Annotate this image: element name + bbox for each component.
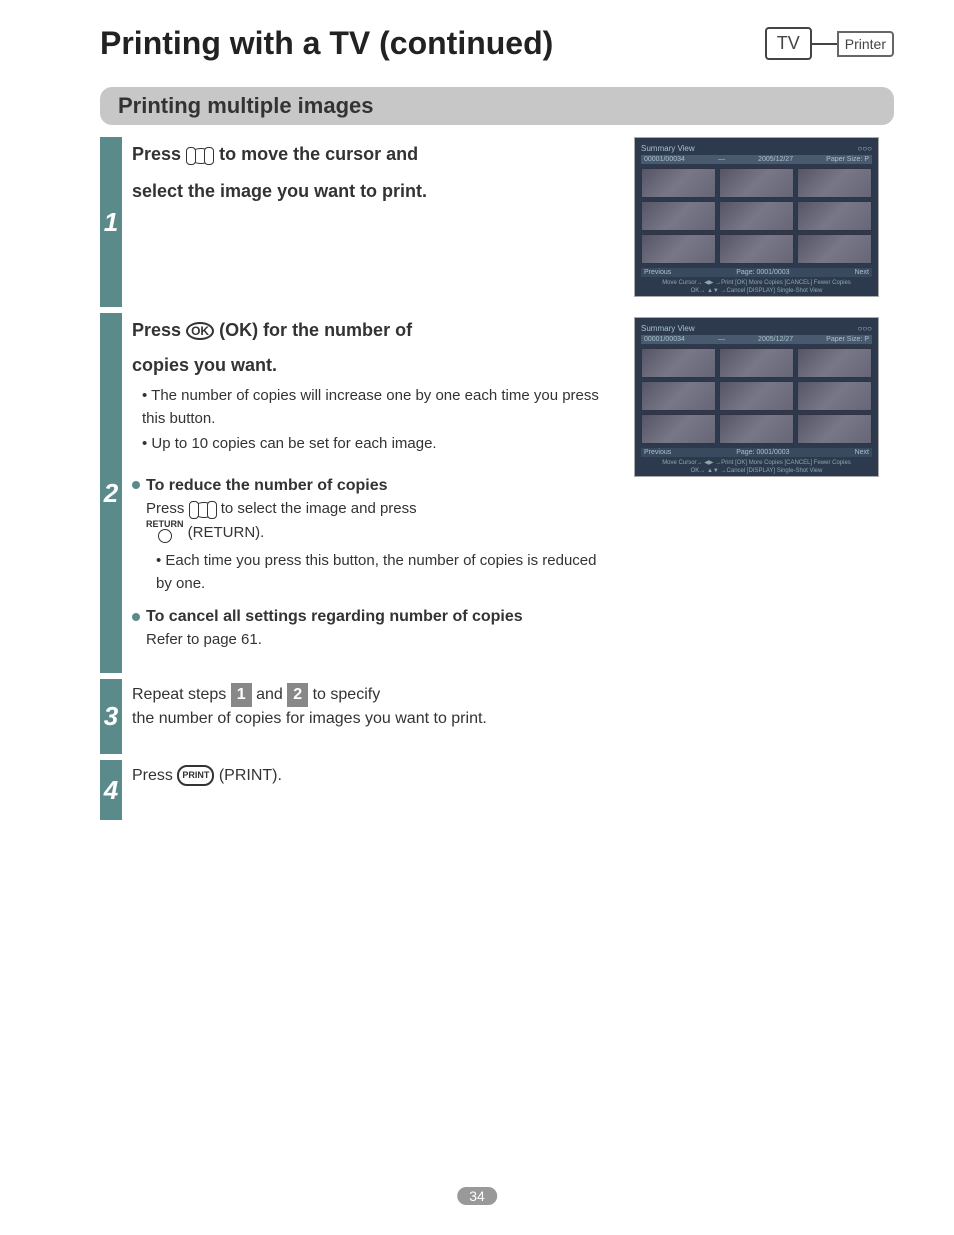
page-header: Printing with a TV (continued) TV Printe… <box>100 25 894 62</box>
dpad-icon <box>189 498 217 520</box>
text: to move the cursor and <box>219 144 418 164</box>
page-number: 34 <box>457 1187 497 1205</box>
tv-thumbnail-grid <box>641 168 872 264</box>
tv-counter: 00001/00034 <box>644 156 685 163</box>
thumbnail <box>641 201 716 231</box>
tv-counter: 00001/00034 <box>644 336 685 343</box>
text: Repeat steps <box>132 686 226 703</box>
thumbnail <box>797 168 872 198</box>
tv-next: Next <box>855 449 869 456</box>
bullet-item: Up to 10 copies can be set for each imag… <box>142 433 614 456</box>
tv-footer-line: OK→ ▲▼ →Cancel [DISPLAY] Single-Shot Vie… <box>641 288 872 296</box>
text: and <box>256 686 283 703</box>
thumbnail <box>641 381 716 411</box>
inline-step-ref: 1 <box>231 683 252 707</box>
thumbnail <box>797 234 872 264</box>
tv-icons-placeholder: ○○○ <box>858 324 873 333</box>
text: (PRINT). <box>219 767 282 784</box>
tv-printer-diagram: TV Printer <box>765 27 894 60</box>
inline-step-ref: 2 <box>287 683 308 707</box>
thumbnail <box>641 348 716 378</box>
thumbnail <box>719 348 794 378</box>
page-title: Printing with a TV (continued) <box>100 25 553 62</box>
step-number-bar: 4 <box>100 760 122 820</box>
thumbnail <box>719 201 794 231</box>
return-icon: RETURN <box>146 520 184 546</box>
text: select the image you want to print. <box>132 178 427 205</box>
text: Press <box>146 500 184 517</box>
thumbnail <box>641 168 716 198</box>
text: Refer to page 61. <box>146 629 614 652</box>
text: to select the image and press <box>221 500 417 517</box>
step-number: 3 <box>104 701 118 732</box>
tv-thumbnail-grid <box>641 348 872 444</box>
print-icon: PRINT <box>177 765 214 786</box>
text: Press <box>132 144 181 164</box>
tv-summary-label: Summary View <box>641 324 695 333</box>
text: Press <box>132 320 181 340</box>
dpad-icon <box>186 144 214 166</box>
text: the number of copies for images you want… <box>132 710 487 727</box>
tv-box-label: TV <box>765 27 812 60</box>
step-3: 3 Repeat steps 1 and 2 to specify the nu… <box>100 679 614 754</box>
text: (OK) for the number of <box>219 320 412 340</box>
tv-footer-line: OK→ ▲▼ →Cancel [DISPLAY] Single-Shot Vie… <box>641 468 872 476</box>
tv-footer-line: Move Cursor→ ◀▶ →Print [OK] More Copies … <box>641 460 872 468</box>
step-2: 2 Press OK (OK) for the number of copies… <box>100 313 614 673</box>
step-number-bar: 3 <box>100 679 122 754</box>
tv-date: 2005/12/27 <box>758 156 793 163</box>
bullet-item: The number of copies will increase one b… <box>142 385 614 430</box>
thumbnail <box>641 414 716 444</box>
step-number: 2 <box>104 478 118 509</box>
tv-prev: Previous <box>644 449 671 456</box>
step-number: 4 <box>104 775 118 806</box>
tv-next: Next <box>855 269 869 276</box>
thumbnail <box>719 414 794 444</box>
tv-prev: Previous <box>644 269 671 276</box>
thumbnail <box>641 234 716 264</box>
step-number-bar: 1 <box>100 137 122 307</box>
step-number: 1 <box>104 207 118 238</box>
text: to specify <box>313 686 381 703</box>
tv-screenshot-1: Summary View ○○○ 00001/00034 — 2005/12/2… <box>634 137 879 297</box>
printer-box-label: Printer <box>837 31 894 57</box>
text: (RETURN). <box>188 524 265 541</box>
thumbnail <box>797 348 872 378</box>
text: Press <box>132 767 173 784</box>
sub-heading: To cancel all settings regarding number … <box>132 608 523 625</box>
thumbnail <box>797 381 872 411</box>
sub-heading: To reduce the number of copies <box>132 477 388 494</box>
section-heading: Printing multiple images <box>100 87 894 125</box>
bullet-list: The number of copies will increase one b… <box>132 385 614 456</box>
tv-footer-line: Move Cursor→ ◀▶ →Print [OK] More Copies … <box>641 280 872 288</box>
text: copies you want. <box>132 352 614 379</box>
step-1: 1 Press to move the cursor and select th… <box>100 137 614 307</box>
bullet-item: Each time you press this button, the num… <box>156 550 614 595</box>
connector-icon <box>812 43 837 45</box>
step-number-bar: 2 <box>100 313 122 673</box>
thumbnail <box>719 381 794 411</box>
thumbnail <box>719 168 794 198</box>
tv-summary-label: Summary View <box>641 144 695 153</box>
thumbnail <box>797 201 872 231</box>
ok-icon: OK <box>186 322 214 340</box>
tv-screenshot-2: Summary View ○○○ 00001/00034 — 2005/12/2… <box>634 317 879 477</box>
step-4: 4 Press PRINT (PRINT). <box>100 760 614 820</box>
thumbnail <box>797 414 872 444</box>
tv-date: 2005/12/27 <box>758 336 793 343</box>
thumbnail <box>719 234 794 264</box>
tv-icons-placeholder: ○○○ <box>858 144 873 153</box>
